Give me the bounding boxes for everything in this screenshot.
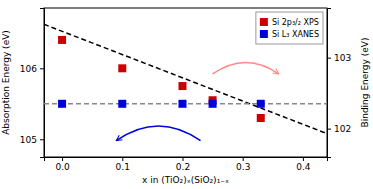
legend-label: Si 2p₃/₂ XPS bbox=[272, 18, 319, 27]
tick: 0.2 bbox=[176, 157, 190, 172]
plot-frame bbox=[44, 8, 327, 157]
point bbox=[178, 100, 186, 108]
tick-mark bbox=[40, 139, 44, 140]
legend-box bbox=[256, 12, 323, 44]
legend-entry: Si 2p₃/₂ XPS bbox=[260, 18, 319, 27]
x-axis: 0.0 0.1 0.2 0.3 0.4 bbox=[45, 157, 328, 172]
chart: 0.0 0.1 0.2 0.3 0.4 105 106 102 103 x in (TiO₂)ₓ(… bbox=[0, 0, 373, 189]
series bbox=[58, 100, 265, 108]
tick-mark bbox=[182, 157, 183, 161]
tick: 102 bbox=[327, 124, 351, 134]
tick: 103 bbox=[327, 53, 351, 63]
tick: 105 bbox=[20, 135, 44, 145]
y2-axis: 102 103 bbox=[327, 9, 351, 158]
arrow bbox=[213, 62, 279, 74]
point bbox=[118, 100, 126, 108]
tick-mark bbox=[243, 157, 244, 161]
tick: 0.4 bbox=[296, 157, 311, 172]
arrow bbox=[116, 126, 200, 141]
tick-label: 0.1 bbox=[116, 162, 130, 172]
tick-label: 0.0 bbox=[55, 162, 70, 172]
y2-axis-title: Binding Energy (eV) bbox=[360, 38, 370, 128]
y-axis-title: Absorption Energy (eV) bbox=[1, 30, 11, 135]
point bbox=[58, 100, 66, 108]
point bbox=[257, 114, 265, 122]
tick-mark bbox=[327, 58, 331, 59]
y-axis: 105 106 bbox=[20, 9, 45, 158]
x-axis-title: x in (TiO₂)ₓ(SiO₂)₁₋ₓ bbox=[142, 175, 229, 185]
axis-line bbox=[328, 9, 332, 158]
axis-line bbox=[45, 158, 328, 162]
tick: 0.3 bbox=[236, 157, 250, 172]
point bbox=[58, 36, 66, 44]
point bbox=[209, 100, 217, 108]
point bbox=[118, 64, 126, 72]
legend-swatch bbox=[260, 30, 268, 38]
tick-label: 106 bbox=[20, 64, 37, 74]
tick-mark bbox=[303, 157, 304, 161]
tick-label: 105 bbox=[20, 135, 37, 145]
legend-label: Si L₃ XANES bbox=[272, 30, 319, 39]
tick: 0.0 bbox=[55, 157, 70, 172]
legend-entry: Si L₃ XANES bbox=[260, 30, 319, 39]
tick-mark bbox=[122, 157, 123, 161]
legend: Si 2p₃/₂ XPS Si L₃ XANES bbox=[256, 12, 323, 44]
tick-mark bbox=[40, 68, 44, 69]
tick-label: 0.4 bbox=[296, 162, 311, 172]
tick-mark bbox=[62, 157, 63, 161]
tick-mark bbox=[327, 129, 331, 130]
point bbox=[257, 100, 265, 108]
tick-label: 102 bbox=[334, 124, 351, 134]
tick-label: 0.2 bbox=[176, 162, 190, 172]
tick-label: 0.3 bbox=[236, 162, 250, 172]
tick: 0.1 bbox=[116, 157, 130, 172]
point bbox=[178, 82, 186, 90]
tick: 106 bbox=[20, 64, 44, 74]
tick-label: 103 bbox=[334, 53, 351, 63]
legend-swatch bbox=[260, 18, 268, 26]
series bbox=[58, 36, 265, 122]
